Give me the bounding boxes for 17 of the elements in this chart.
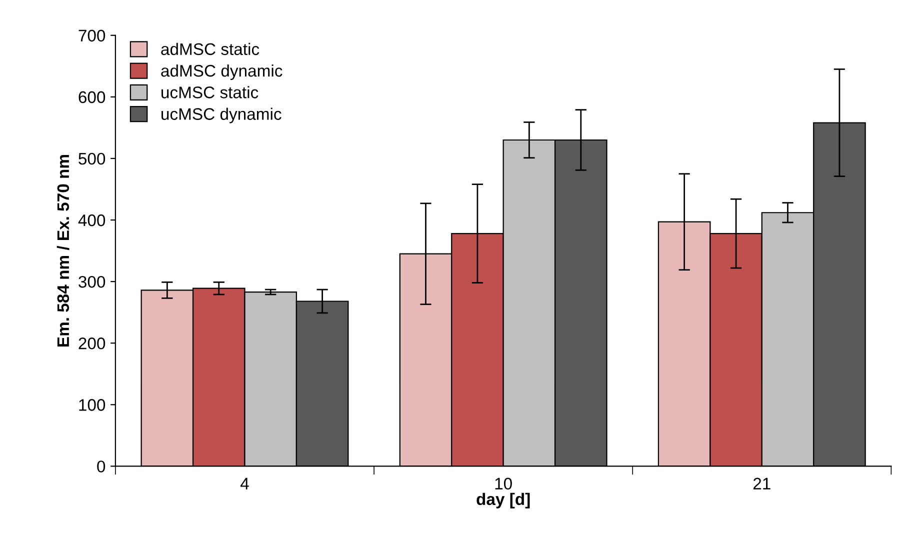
x-tick-label: 4 — [240, 478, 249, 490]
y-tick-label: 200 — [78, 338, 106, 350]
legend-label: adMSC dynamic — [161, 64, 282, 80]
y-tick-label: 600 — [78, 91, 106, 104]
x-tick-label: 21 — [753, 478, 770, 490]
y-tick-label: 0 — [97, 460, 106, 472]
x-tick-label: 10 — [495, 478, 512, 490]
y-axis-title: Em. 584 nm / Ex. 570 nm — [56, 155, 70, 346]
legend-label: ucMSC static — [162, 86, 258, 98]
y-tick-label: 300 — [78, 276, 106, 288]
y-tick-label: 100 — [79, 399, 106, 411]
legend-label: adMSC static — [161, 42, 260, 56]
y-tick-label: 400 — [78, 214, 106, 226]
y-tick-label: 700 — [78, 30, 106, 42]
y-tick-label: 500 — [78, 152, 106, 165]
x-axis-title: day [d] — [476, 492, 530, 508]
legend-label: ucMSC dynamic — [162, 108, 282, 124]
